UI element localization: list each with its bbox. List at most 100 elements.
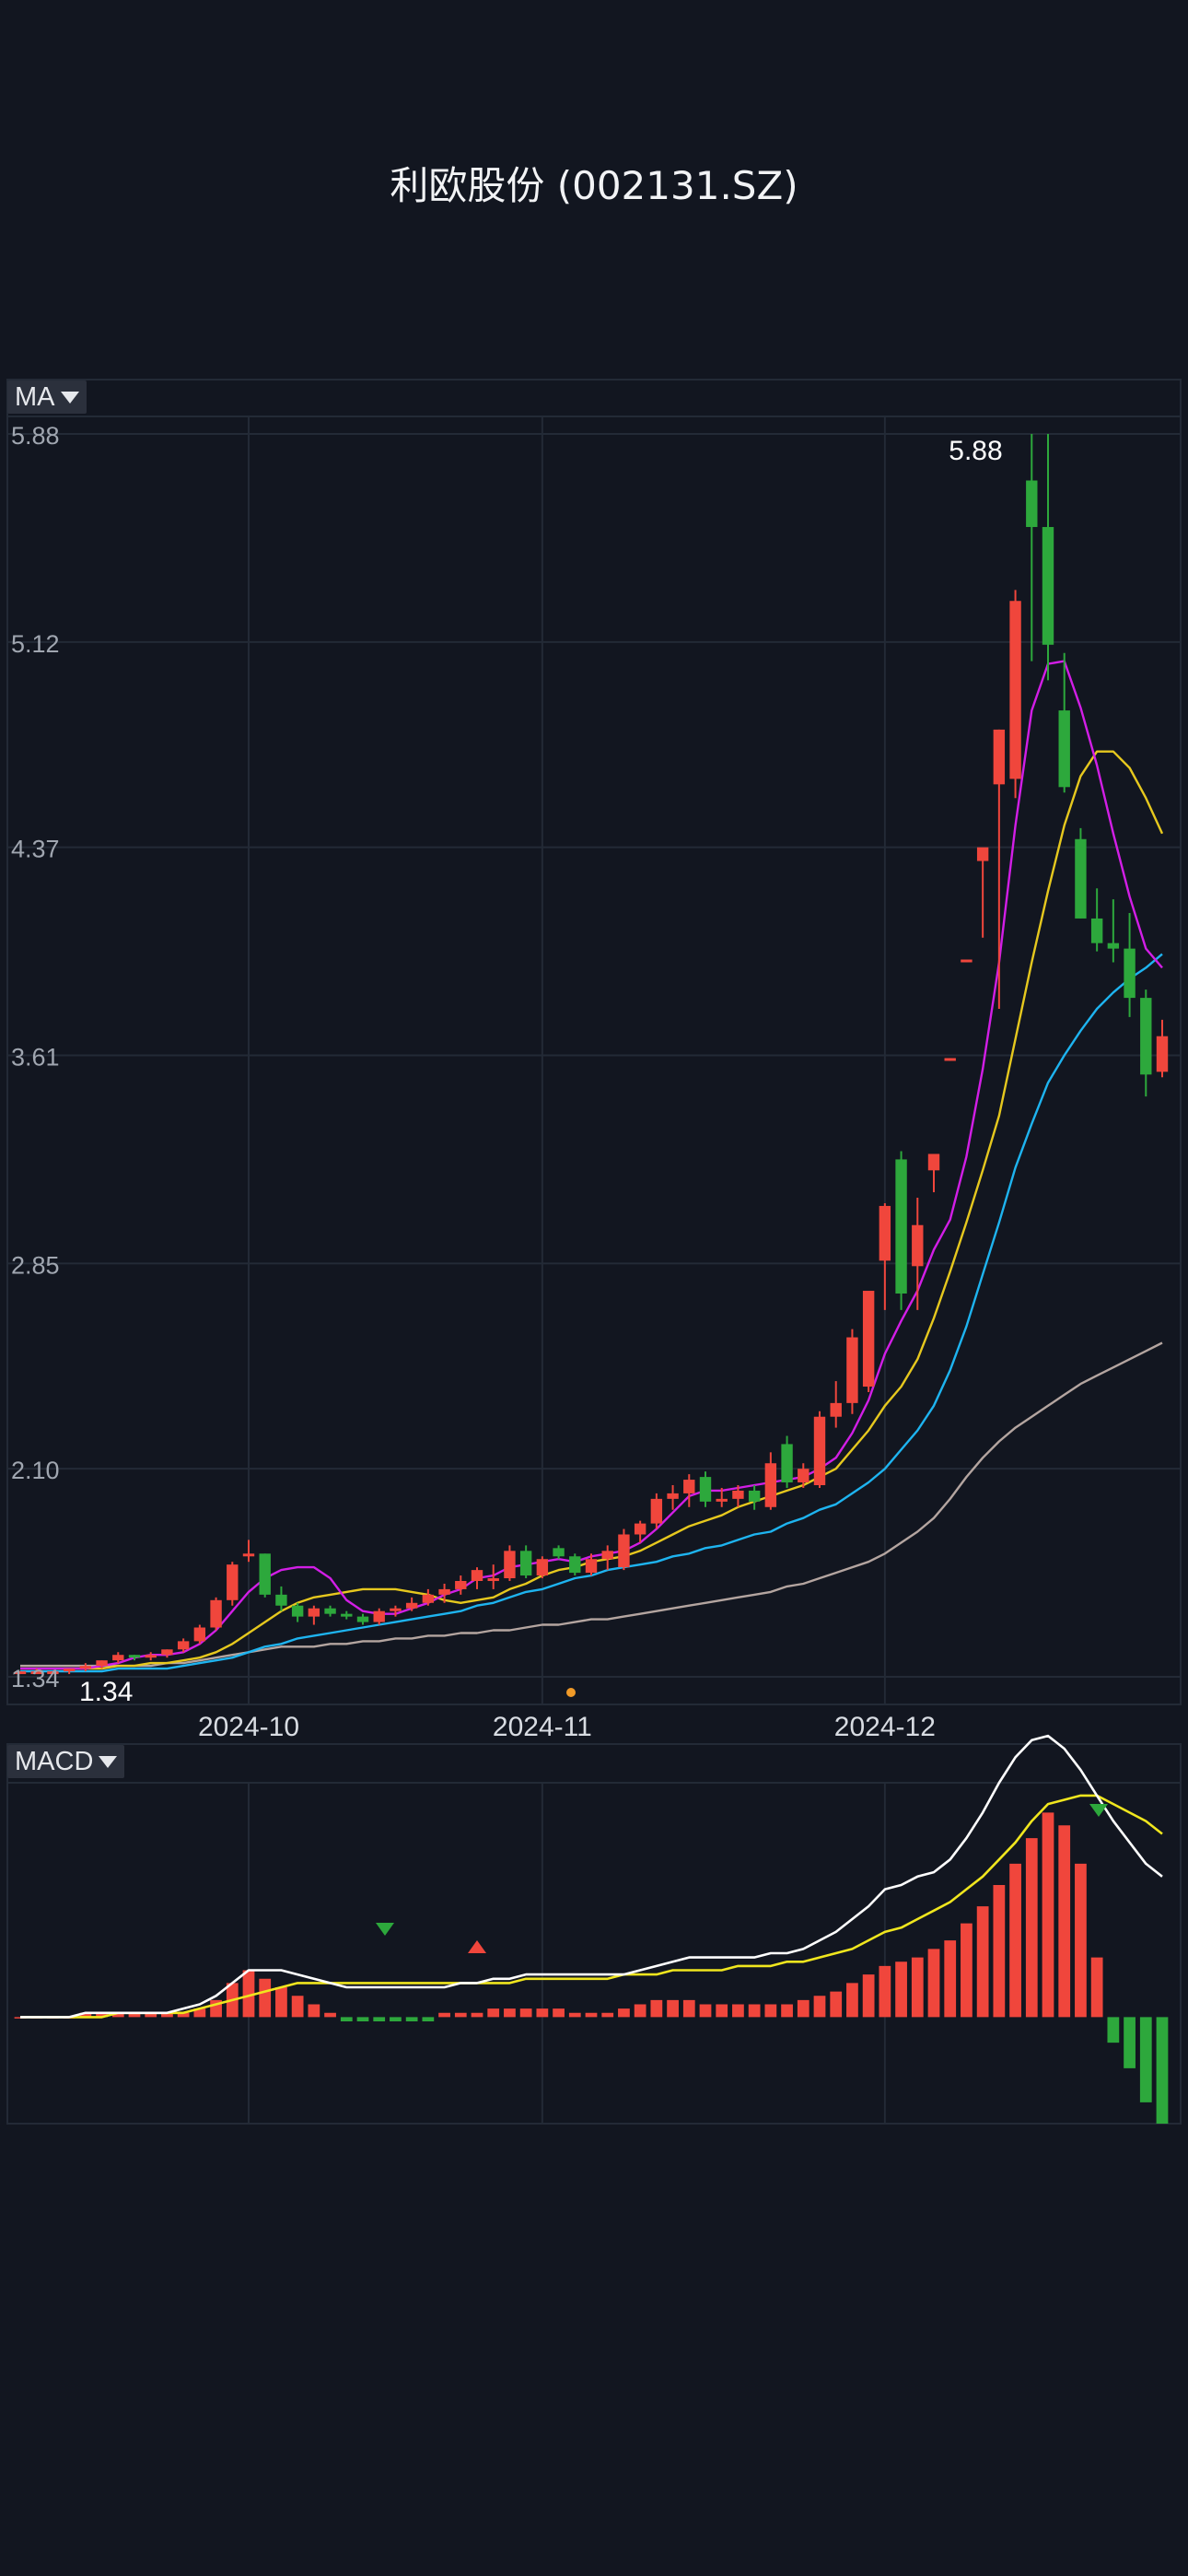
candle [585,1553,598,1576]
candle [879,1202,891,1310]
macd-golden-cross-marker [468,1940,486,1953]
candle-body [341,1613,353,1617]
candle [96,1660,108,1669]
macd-histogram-bar [519,2008,532,2018]
macd-histogram-bar [585,2012,598,2018]
candle [373,1608,385,1625]
candle [356,1613,369,1625]
macd-histogram-bar [128,2012,141,2018]
ma60-line [20,1341,1163,1668]
candle [63,1669,76,1675]
candle [944,1058,956,1061]
candle [830,1381,842,1428]
macd-histogram-bar [682,1999,695,2018]
candle-body [976,847,989,861]
macd-histogram-bar [1058,1825,1071,2018]
candle-body [1156,1036,1169,1072]
candle [193,1624,206,1645]
x-tick-label: 2024-11 [493,1712,592,1742]
candle [308,1605,320,1625]
candle [438,1583,450,1603]
candle [569,1553,581,1576]
candle [699,1471,712,1507]
y-tick-label: 1.34 [11,1665,60,1692]
macd-histogram-bar [699,2004,712,2018]
macd-histogram-bar [324,2012,336,2018]
macd-histogram-bar [568,2012,581,2018]
macd-histogram-bar [161,2012,173,2018]
candle [650,1493,663,1529]
candle-body [390,1608,402,1611]
macd-histogram-bar [438,2012,450,2018]
macd-histogram-bar [242,1970,255,2018]
macd-histogram-bar [976,1906,989,2018]
candle-body [781,1444,793,1483]
candle-body [879,1205,891,1261]
macd-histogram-bar [1124,2017,1136,2068]
candle-body [993,729,1006,785]
macd-histogram-bar [373,2017,386,2021]
macd-histogram-bar [944,1940,957,2018]
macd-histogram-bar [308,2004,320,2018]
macd-histogram-bar [862,1974,875,2018]
candle [487,1564,499,1589]
candle [912,1198,924,1310]
candle [422,1588,435,1606]
candle-body [1140,998,1152,1075]
macd-histogram-bar [993,1885,1006,2018]
candle-body [177,1641,190,1650]
candle-body [145,1655,157,1658]
macd-indicator-button[interactable]: MACD [7,1745,125,1778]
candle-body [830,1402,842,1417]
macd-histogram-bar [1107,2017,1120,2043]
candle-body [1090,918,1103,943]
candle [259,1553,271,1598]
candle [1009,590,1021,799]
candle-body [798,1469,809,1483]
candle-body [732,1490,744,1499]
candle-body [1075,838,1087,919]
candle [405,1597,418,1611]
macd-histogram-bar [193,2008,206,2018]
macd-histogram-bar [732,2004,744,2018]
candle [30,1669,42,1675]
ma-indicator-button[interactable]: MA [7,381,87,414]
candle [813,1411,826,1488]
macd-histogram-bar [1139,2017,1152,2102]
candle-body [193,1627,206,1642]
candle [128,1655,141,1661]
candle [781,1435,793,1488]
candle-body [96,1660,108,1667]
macd-histogram-bar [259,1978,272,2018]
candle [291,1602,304,1622]
macd-histogram-bar [879,1965,891,2018]
candle [455,1575,467,1595]
candle [1042,434,1054,681]
macd-histogram-bar [911,1957,924,2018]
candle [324,1605,336,1617]
candlesticks [14,434,1169,1675]
candle-body [47,1671,59,1675]
candle-body [356,1616,369,1622]
candle [14,1671,27,1675]
candle [732,1485,744,1507]
macd-death-cross-marker [376,1923,394,1936]
macd-histogram-bar [650,1999,663,2018]
candle [748,1485,761,1510]
candle-body [275,1594,287,1606]
candle-body [438,1588,450,1595]
candle-body [895,1159,907,1294]
candle [634,1520,646,1543]
candle-body [1107,943,1120,949]
candle [618,1528,630,1571]
macd-histogram-bar [405,2017,418,2021]
candle-body [536,1559,549,1576]
candle-body [504,1551,516,1579]
axis-labels: 5.88 5.12 4.37 3.61 2.85 2.10 1.34 2024-10 2024-… [11,422,1003,1742]
ma5-line [20,660,1163,1670]
macd-histogram-bar [1042,1812,1054,2018]
macd-histogram-bar [111,2012,124,2018]
candle-body [487,1578,499,1582]
candle [242,1540,255,1563]
